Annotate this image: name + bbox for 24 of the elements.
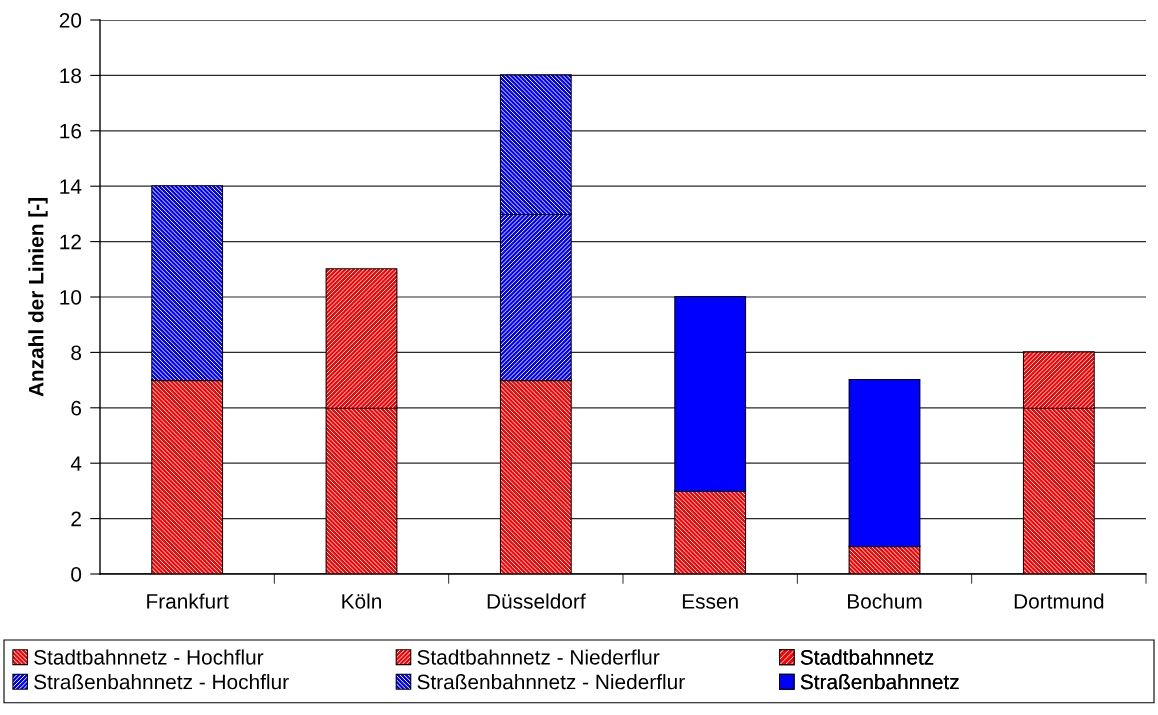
y-axis-title: Anzahl der Linien [-]: [28, 198, 48, 397]
x-tick-label: Essen: [682, 594, 738, 609]
y-tick-label: 2: [71, 511, 81, 527]
legend-label: Straßenbahnnetz - Niederflur: [417, 674, 685, 690]
legend-label: Stadtbahnnetz - Niederflur: [417, 649, 660, 665]
y-tick-label: 0: [71, 567, 82, 582]
x-tick-label: Frankfurt: [147, 593, 229, 609]
legend-label: Straßenbahnnetz: [800, 674, 959, 690]
y-tick-label: 4: [70, 456, 82, 471]
legend-label: Straßenbahnnetz - Hochflur: [34, 674, 289, 690]
x-tick-label: Düsseldorf: [487, 593, 586, 609]
x-tick-label: Köln: [342, 593, 381, 609]
y-tick-label: 16: [60, 123, 82, 139]
legend-label: Stadtbahnnetz - Hochflur: [34, 649, 264, 665]
x-tick-label: Dortmund: [1014, 593, 1104, 609]
y-tick-label: 6: [71, 400, 82, 416]
y-tick-label: 20: [59, 13, 82, 28]
y-tick-label: 18: [60, 68, 82, 84]
y-tick-label: 14: [60, 179, 82, 194]
y-tick-label: 10: [60, 290, 82, 305]
y-tick-label: 8: [71, 345, 82, 361]
x-tick-label: Bochum: [848, 593, 922, 609]
legend-label: Stadtbahnnetz: [800, 649, 934, 665]
y-tick-label: 12: [60, 234, 81, 250]
